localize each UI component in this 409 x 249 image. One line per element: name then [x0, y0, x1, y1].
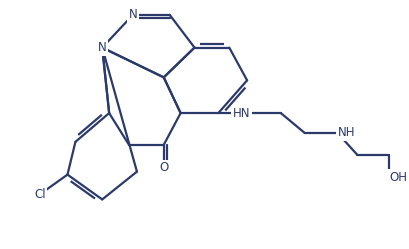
Text: NH: NH [337, 126, 354, 139]
Text: N: N [128, 8, 137, 21]
Text: OH: OH [388, 171, 406, 184]
Text: N: N [98, 41, 106, 54]
Text: HN: HN [232, 107, 249, 120]
Text: O: O [159, 161, 168, 174]
Text: Cl: Cl [34, 188, 45, 201]
